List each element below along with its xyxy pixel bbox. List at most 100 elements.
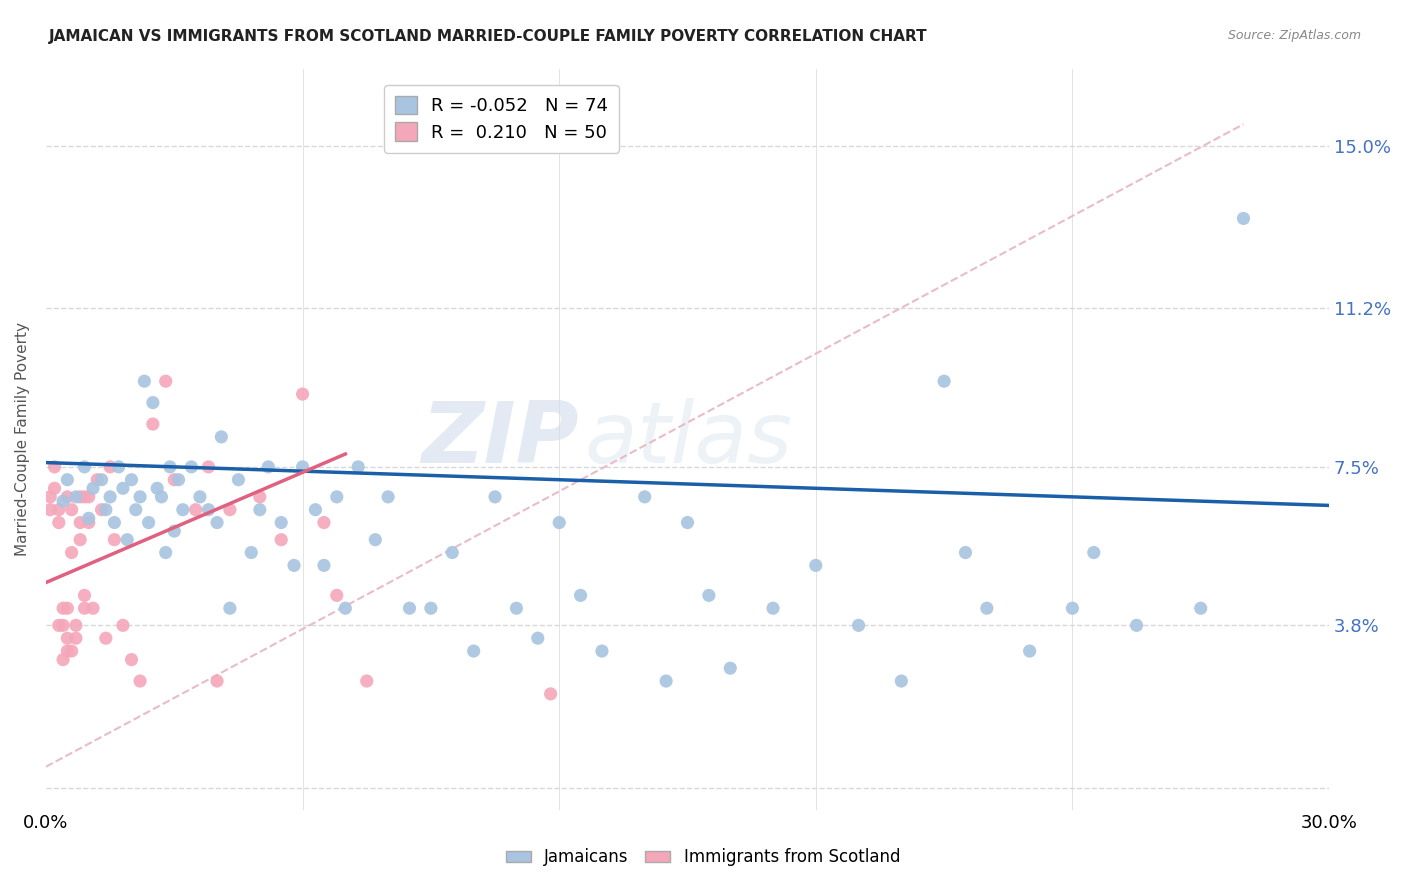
Point <box>167 473 190 487</box>
Point <box>69 516 91 530</box>
Point <box>1062 601 1084 615</box>
Point <box>121 473 143 487</box>
Point <box>52 494 75 508</box>
Point <box>82 481 104 495</box>
Point <box>163 524 186 538</box>
Point <box>377 490 399 504</box>
Point <box>335 601 357 615</box>
Point <box>312 516 335 530</box>
Point <box>197 459 219 474</box>
Point <box>1018 644 1040 658</box>
Point <box>73 459 96 474</box>
Point <box>197 502 219 516</box>
Point <box>976 601 998 615</box>
Point <box>240 545 263 559</box>
Point <box>142 395 165 409</box>
Point <box>56 644 79 658</box>
Legend: Jamaicans, Immigrants from Scotland: Jamaicans, Immigrants from Scotland <box>499 842 907 873</box>
Point <box>56 473 79 487</box>
Point <box>159 459 181 474</box>
Point <box>107 459 129 474</box>
Point <box>591 644 613 658</box>
Point <box>60 502 83 516</box>
Point <box>82 601 104 615</box>
Point <box>218 601 240 615</box>
Point <box>249 490 271 504</box>
Point <box>326 490 349 504</box>
Point <box>73 490 96 504</box>
Point <box>60 644 83 658</box>
Point <box>249 502 271 516</box>
Point <box>762 601 785 615</box>
Point <box>676 516 699 530</box>
Point <box>138 516 160 530</box>
Point <box>419 601 441 615</box>
Point <box>39 490 62 504</box>
Point <box>111 618 134 632</box>
Point <box>463 644 485 658</box>
Point <box>270 533 292 547</box>
Point <box>205 673 228 688</box>
Y-axis label: Married-Couple Family Poverty: Married-Couple Family Poverty <box>15 322 30 556</box>
Point <box>98 490 121 504</box>
Point <box>655 673 678 688</box>
Legend: R = -0.052   N = 74, R =  0.210   N = 50: R = -0.052 N = 74, R = 0.210 N = 50 <box>384 85 619 153</box>
Point <box>69 533 91 547</box>
Text: JAMAICAN VS IMMIGRANTS FROM SCOTLAND MARRIED-COUPLE FAMILY POVERTY CORRELATION C: JAMAICAN VS IMMIGRANTS FROM SCOTLAND MAR… <box>49 29 928 44</box>
Point <box>44 459 66 474</box>
Point <box>77 511 100 525</box>
Point <box>65 490 87 504</box>
Point <box>77 490 100 504</box>
Point <box>77 516 100 530</box>
Point <box>697 588 720 602</box>
Point <box>90 502 112 516</box>
Point <box>73 588 96 602</box>
Text: Source: ZipAtlas.com: Source: ZipAtlas.com <box>1227 29 1361 42</box>
Point <box>103 516 125 530</box>
Point <box>56 490 79 504</box>
Point <box>65 631 87 645</box>
Point <box>48 502 70 516</box>
Point <box>347 459 370 474</box>
Point <box>548 516 571 530</box>
Point <box>634 490 657 504</box>
Point <box>291 387 314 401</box>
Point <box>48 618 70 632</box>
Point <box>142 417 165 431</box>
Point <box>932 374 955 388</box>
Point <box>188 490 211 504</box>
Point <box>155 545 177 559</box>
Point <box>180 459 202 474</box>
Point <box>155 374 177 388</box>
Point <box>172 502 194 516</box>
Point <box>283 558 305 573</box>
Text: ZIP: ZIP <box>420 398 578 481</box>
Text: atlas: atlas <box>585 398 793 481</box>
Point <box>56 601 79 615</box>
Point <box>1125 618 1147 632</box>
Point <box>718 661 741 675</box>
Point <box>56 631 79 645</box>
Point <box>39 502 62 516</box>
Point <box>1232 211 1254 226</box>
Point <box>86 473 108 487</box>
Point <box>184 502 207 516</box>
Point <box>270 516 292 530</box>
Point <box>804 558 827 573</box>
Point <box>364 533 387 547</box>
Point <box>98 459 121 474</box>
Point <box>163 473 186 487</box>
Point <box>1189 601 1212 615</box>
Point <box>304 502 326 516</box>
Point <box>569 588 592 602</box>
Point <box>115 533 138 547</box>
Point <box>146 481 169 495</box>
Point <box>356 673 378 688</box>
Point <box>48 516 70 530</box>
Point <box>60 545 83 559</box>
Point <box>291 459 314 474</box>
Point <box>52 601 75 615</box>
Point <box>121 652 143 666</box>
Point <box>257 459 280 474</box>
Point <box>52 618 75 632</box>
